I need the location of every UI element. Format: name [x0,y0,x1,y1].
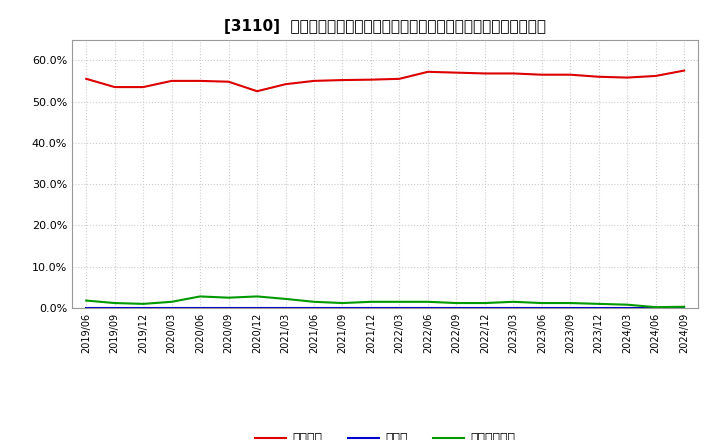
のれん [282,305,290,311]
自己資本 [253,88,261,94]
のれん [310,305,318,311]
のれん [566,305,575,311]
のれん [423,305,432,311]
のれん [253,305,261,311]
自己資本 [537,72,546,77]
繰延税金資産 [395,299,404,304]
Title: [3110]  自己資本、のれん、繰延税金資産の総資産に対する比率の推移: [3110] 自己資本、のれん、繰延税金資産の総資産に対する比率の推移 [224,19,546,34]
のれん [338,305,347,311]
繰延税金資産 [282,296,290,301]
繰延税金資産 [452,301,461,306]
自己資本 [423,69,432,74]
自己資本 [338,77,347,83]
自己資本 [225,79,233,84]
自己資本 [196,78,204,84]
のれん [110,305,119,311]
自己資本 [680,68,688,73]
のれん [196,305,204,311]
自己資本 [652,73,660,79]
自己資本 [139,84,148,90]
繰延税金資産 [680,304,688,309]
自己資本 [452,70,461,75]
自己資本 [509,71,518,76]
繰延税金資産 [423,299,432,304]
自己資本 [623,75,631,80]
繰延税金資産 [595,301,603,307]
繰延税金資産 [480,301,489,306]
のれん [680,305,688,311]
自己資本 [110,84,119,90]
Legend: 自己資本, のれん, 繰延税金資産: 自己資本, のれん, 繰延税金資産 [251,427,521,440]
のれん [395,305,404,311]
繰延税金資産 [225,295,233,301]
のれん [652,305,660,311]
のれん [537,305,546,311]
繰延税金資産 [623,302,631,307]
繰延税金資産 [652,304,660,310]
自己資本 [395,76,404,81]
のれん [595,305,603,311]
自己資本 [595,74,603,79]
繰延税金資産 [139,301,148,307]
繰延税金資産 [566,301,575,306]
のれん [623,305,631,311]
自己資本 [167,78,176,84]
自己資本 [82,76,91,81]
のれん [82,305,91,311]
Line: 繰延税金資産: 繰延税金資産 [86,297,684,307]
のれん [452,305,461,311]
自己資本 [566,72,575,77]
自己資本 [366,77,375,82]
自己資本 [282,81,290,87]
繰延税金資産 [537,301,546,306]
繰延税金資産 [253,294,261,299]
のれん [139,305,148,311]
繰延税金資産 [338,301,347,306]
Line: 自己資本: 自己資本 [86,70,684,91]
繰延税金資産 [167,299,176,304]
のれん [167,305,176,311]
自己資本 [310,78,318,84]
のれん [225,305,233,311]
のれん [366,305,375,311]
繰延税金資産 [310,299,318,304]
繰延税金資産 [509,299,518,304]
のれん [480,305,489,311]
繰延税金資産 [196,294,204,299]
繰延税金資産 [110,301,119,306]
繰延税金資産 [82,298,91,303]
繰延税金資産 [366,299,375,304]
のれん [509,305,518,311]
自己資本 [480,71,489,76]
